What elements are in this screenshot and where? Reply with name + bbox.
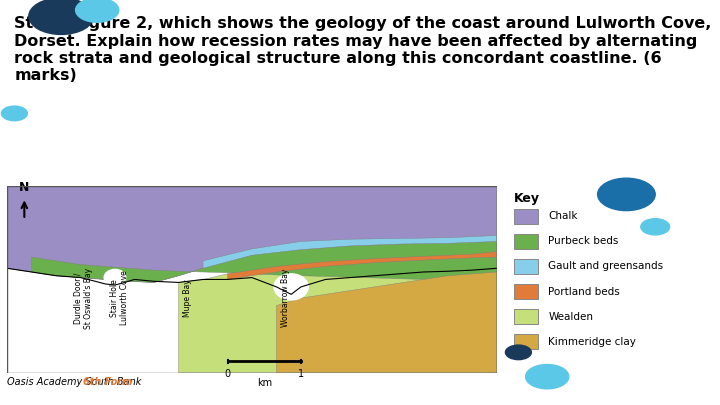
FancyBboxPatch shape (514, 335, 539, 349)
Text: 1: 1 (298, 369, 304, 379)
Polygon shape (228, 252, 497, 279)
FancyBboxPatch shape (514, 259, 539, 274)
Polygon shape (203, 235, 497, 268)
Text: Chalk: Chalk (549, 211, 578, 221)
FancyBboxPatch shape (514, 309, 539, 324)
Text: Purbeck beds: Purbeck beds (549, 236, 618, 246)
Text: Study Figure 2, which shows the geology of the coast around Lulworth Cove,
Dorse: Study Figure 2, which shows the geology … (14, 16, 712, 83)
FancyBboxPatch shape (514, 234, 539, 249)
Text: Worbarrow Bay: Worbarrow Bay (282, 269, 290, 327)
Text: Kimmeridge clay: Kimmeridge clay (549, 337, 636, 347)
Text: Portland beds: Portland beds (549, 287, 620, 296)
Text: 0: 0 (225, 369, 230, 379)
Text: Key: Key (514, 192, 540, 205)
Polygon shape (7, 186, 497, 282)
Text: N: N (19, 181, 30, 194)
Text: km: km (256, 378, 272, 388)
Text: Wealden: Wealden (549, 312, 593, 322)
Text: Gault and greensands: Gault and greensands (549, 261, 663, 271)
Text: Oasis Academy South Bank: Oasis Academy South Bank (7, 377, 145, 387)
Text: 6th Form: 6th Form (83, 377, 132, 387)
Polygon shape (179, 241, 497, 373)
Circle shape (104, 269, 126, 286)
Polygon shape (32, 241, 497, 282)
Text: Stair Hole
Lulworth Cove: Stair Hole Lulworth Cove (110, 271, 130, 326)
Polygon shape (276, 272, 497, 373)
FancyBboxPatch shape (514, 209, 539, 224)
Text: Mupe Bay: Mupe Bay (184, 279, 192, 317)
Text: Durdle Door /
St Oswald's Bay: Durdle Door / St Oswald's Bay (73, 268, 93, 328)
FancyBboxPatch shape (514, 284, 539, 299)
Circle shape (274, 274, 308, 300)
